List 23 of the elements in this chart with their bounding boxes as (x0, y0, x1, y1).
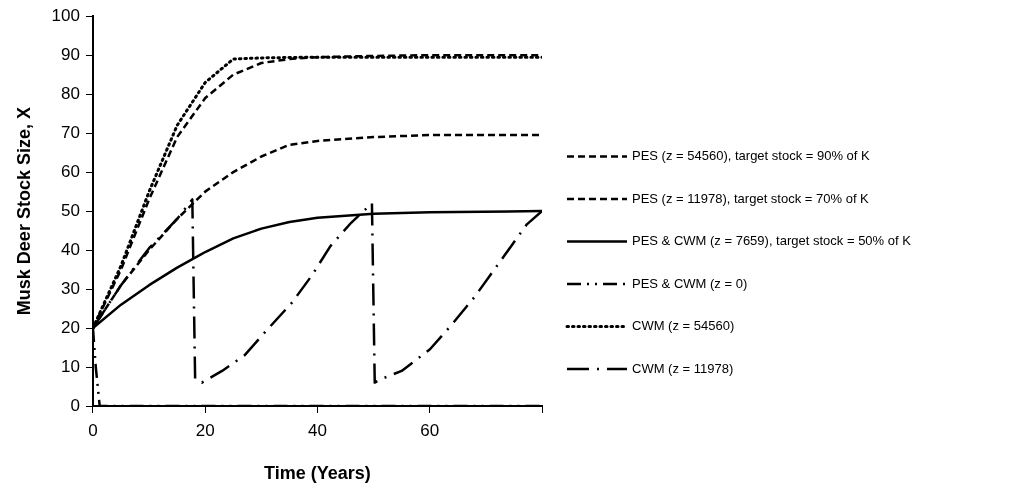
x-tick-label: 20 (195, 420, 215, 440)
y-tick-label: 10 (61, 356, 80, 376)
y-tick-label: 30 (61, 278, 80, 298)
x-axis-title: Time (Years) (264, 463, 371, 484)
y-tick-label: 60 (61, 161, 80, 181)
y-tick-label: 0 (70, 395, 80, 415)
y-tick-label: 50 (61, 200, 80, 220)
y-tick-label: 100 (51, 5, 80, 25)
legend-label: PES & CWM (z = 7659), target stock = 50% of K (632, 233, 912, 249)
x-tick-label: 0 (88, 420, 98, 440)
legend-label: PES & CWM (z = 0) (632, 275, 748, 291)
legend-label: CWM (z = 11978) (632, 360, 734, 376)
y-tick-label: 90 (61, 44, 80, 64)
legend-label: CWM (z = 54560) (632, 318, 735, 334)
y-tick-label: 20 (61, 317, 80, 337)
legend-label: PES (z = 54560), target stock = 90% of K (632, 148, 871, 164)
x-tick-label: 40 (308, 420, 327, 440)
y-tick-label: 70 (61, 122, 80, 142)
y-axis-title: Musk Deer Stock Size, X (13, 107, 34, 316)
x-tick-label: 60 (420, 420, 440, 440)
legend-label: PES (z = 11978), target stock = 70% of K (632, 190, 870, 206)
y-tick-label: 40 (61, 239, 80, 259)
y-tick-label: 80 (61, 83, 80, 103)
